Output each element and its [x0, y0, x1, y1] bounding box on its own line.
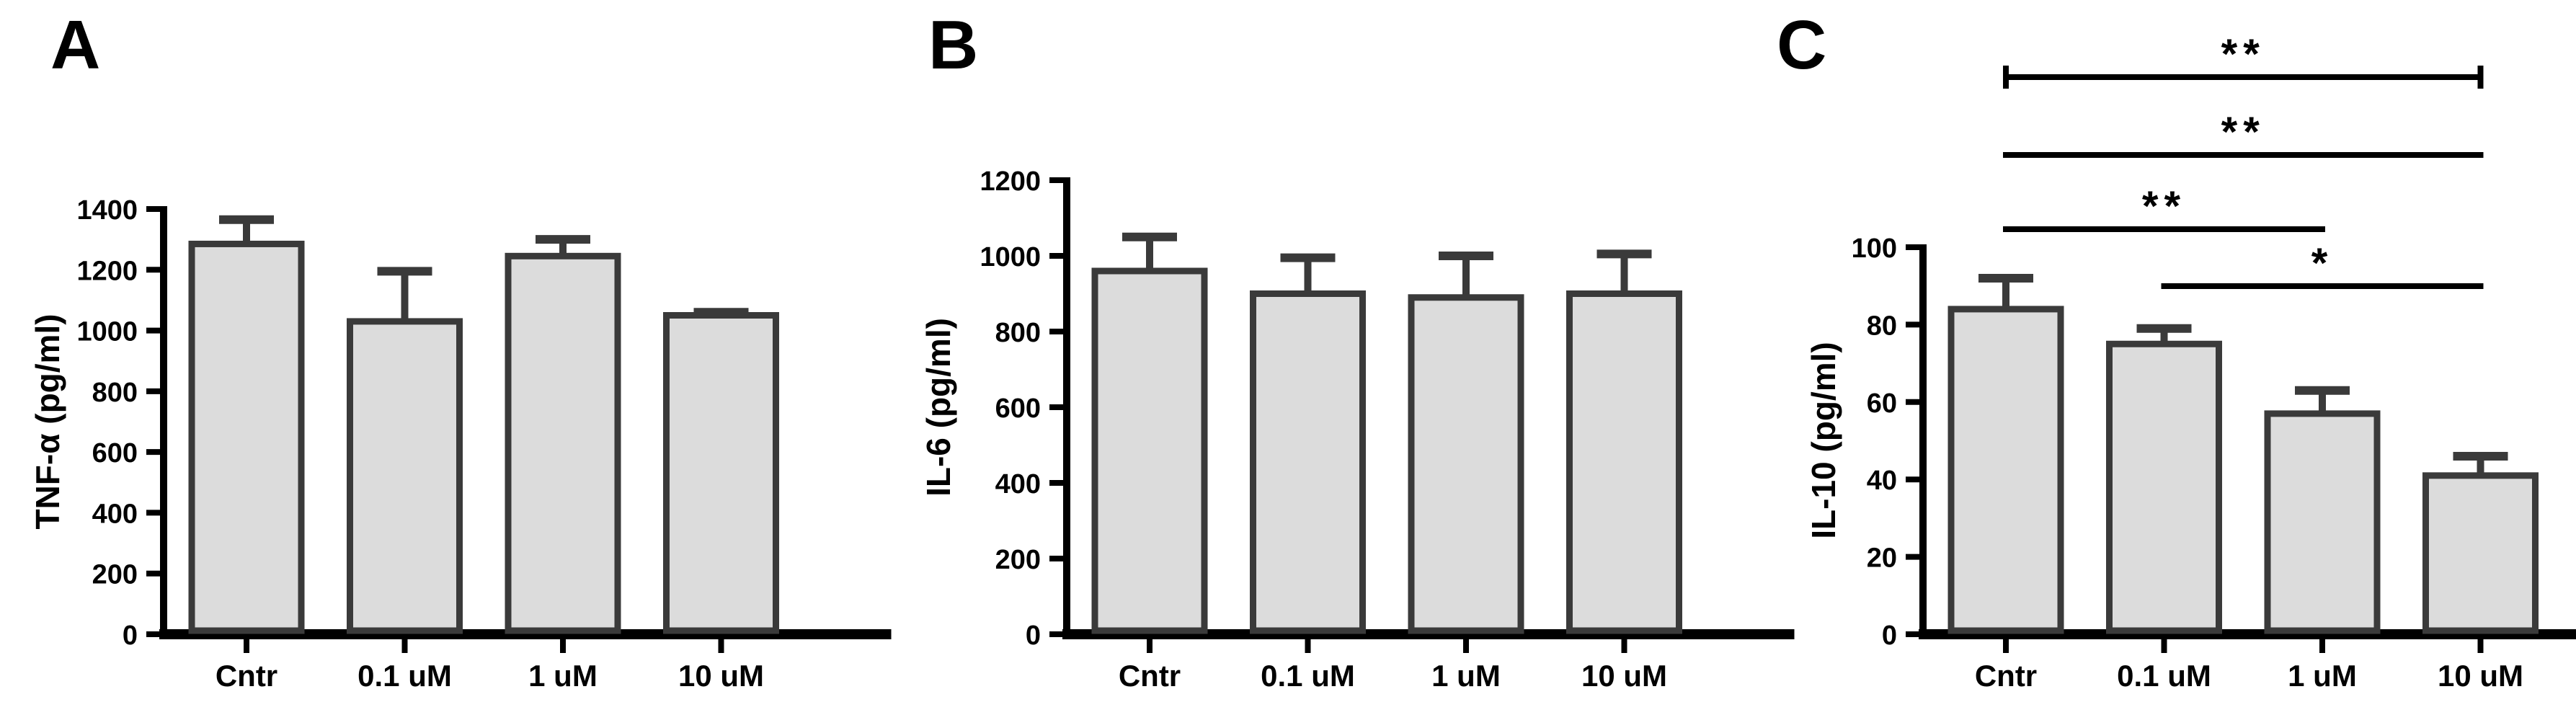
y-tick-label: 400 [92, 499, 138, 529]
y-tick-label: 1200 [76, 256, 138, 286]
x-category-label: Cntr [216, 659, 277, 693]
bar-1-um [505, 252, 621, 634]
y-tick-label: 800 [92, 378, 138, 408]
significance-stars: ** [2221, 109, 2265, 156]
x-category-label: Cntr [1975, 659, 2037, 693]
bar-10-um [1566, 290, 1682, 634]
y-tick-label: 600 [995, 394, 1041, 424]
y-tick-label: 1200 [980, 166, 1041, 197]
panel-a-plot: 0 200 400 600 800 1000 1200 1400 Cntr 0.1 uM 1 uM 1… [76, 195, 892, 693]
x-category-label: 0.1 uM [2117, 659, 2211, 693]
bar-cntr [1091, 267, 1208, 634]
x-category-label: 10 uM [678, 659, 764, 693]
bar-10-um [663, 312, 779, 634]
x-category-label: Cntr [1119, 659, 1181, 693]
y-tick-label: 20 [1867, 543, 1897, 574]
y-tick-label: 0 [1026, 621, 1041, 651]
bar-1-um [2264, 410, 2381, 634]
y-tick-label: 800 [995, 318, 1041, 348]
y-tick-label: 600 [92, 438, 138, 468]
y-tick-label: 1000 [76, 317, 138, 347]
x-category-label: 0.1 uM [1261, 659, 1355, 693]
bar-0-1-um [347, 318, 463, 634]
y-tick-label: 1000 [980, 242, 1041, 272]
y-tick-label: 100 [1852, 234, 1897, 264]
y-tick-label: 80 [1867, 311, 1897, 341]
y-tick-label: 1400 [76, 195, 138, 226]
bar-0-1-um [2106, 340, 2222, 634]
panel-c-letter: C [1777, 6, 1827, 84]
y-tick-label: 200 [92, 560, 138, 590]
y-tick-label: 400 [995, 469, 1041, 499]
bar-10-um [2422, 472, 2539, 634]
y-tick-label: 60 [1867, 388, 1897, 419]
panel-b-plot: 0 200 400 600 800 1000 1200 Cntr 0.1 uM 1 uM 10 uM [980, 166, 1795, 693]
significance-stars: * [2311, 240, 2334, 287]
x-category-label: 1 uM [528, 659, 598, 693]
bar-1-um [1408, 294, 1524, 634]
bar-cntr [1947, 306, 2064, 634]
significance-stars: ** [2142, 183, 2186, 230]
y-tick-label: 200 [995, 545, 1041, 575]
y-tick-label: 0 [1882, 621, 1897, 651]
x-category-label: 0.1 uM [357, 659, 452, 693]
panel-a-letter: A [50, 6, 101, 84]
y-tick-label: 0 [123, 621, 138, 651]
bar-0-1-um [1250, 290, 1366, 634]
x-category-label: 1 uM [1431, 659, 1501, 693]
y-tick-label: 40 [1867, 466, 1897, 496]
x-category-label: 10 uM [1581, 659, 1667, 693]
x-category-label: 10 uM [2438, 659, 2523, 693]
panel-b-letter: B [928, 6, 979, 84]
significance-stars: ** [2221, 31, 2265, 78]
x-category-label: 1 uM [2288, 659, 2357, 693]
bar-cntr [188, 240, 305, 634]
